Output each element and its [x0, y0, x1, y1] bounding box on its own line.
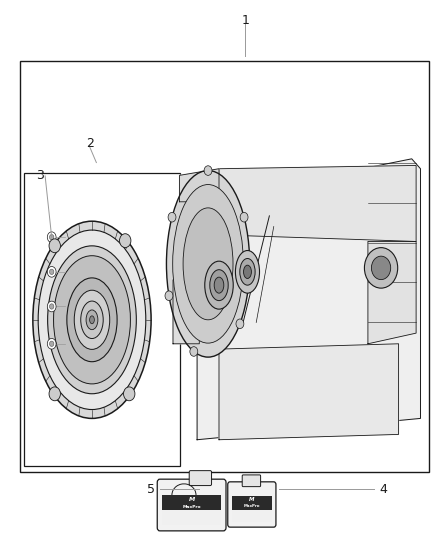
- Ellipse shape: [86, 310, 98, 329]
- Ellipse shape: [214, 277, 224, 293]
- Circle shape: [47, 301, 56, 312]
- Ellipse shape: [205, 261, 233, 309]
- Circle shape: [165, 291, 173, 301]
- Bar: [162, 510, 221, 525]
- Circle shape: [168, 212, 176, 222]
- Polygon shape: [180, 169, 219, 202]
- Bar: [232, 496, 272, 512]
- Circle shape: [204, 166, 212, 175]
- Text: 4: 4: [379, 483, 387, 496]
- Circle shape: [49, 341, 54, 346]
- Circle shape: [124, 387, 135, 401]
- Circle shape: [49, 387, 60, 401]
- FancyBboxPatch shape: [242, 475, 261, 487]
- Bar: [162, 495, 221, 512]
- Circle shape: [371, 256, 391, 280]
- FancyBboxPatch shape: [157, 479, 226, 531]
- Ellipse shape: [33, 221, 151, 418]
- Ellipse shape: [210, 270, 228, 301]
- Ellipse shape: [67, 278, 117, 362]
- Polygon shape: [368, 241, 416, 344]
- Ellipse shape: [48, 246, 136, 394]
- Polygon shape: [219, 344, 399, 440]
- Ellipse shape: [244, 265, 251, 278]
- Text: MaxPro: MaxPro: [182, 505, 201, 509]
- Ellipse shape: [81, 301, 103, 338]
- Text: 2: 2: [86, 138, 94, 150]
- Ellipse shape: [183, 208, 233, 320]
- Polygon shape: [197, 159, 420, 440]
- Circle shape: [49, 235, 54, 240]
- Ellipse shape: [235, 251, 259, 293]
- Circle shape: [47, 232, 56, 243]
- Circle shape: [47, 266, 56, 277]
- Circle shape: [120, 233, 131, 247]
- Text: 1: 1: [241, 14, 249, 27]
- Text: 3: 3: [36, 169, 44, 182]
- Polygon shape: [173, 269, 199, 344]
- Text: MaxPro: MaxPro: [244, 504, 260, 508]
- Ellipse shape: [53, 256, 131, 384]
- Circle shape: [236, 319, 244, 328]
- Circle shape: [240, 212, 248, 222]
- Polygon shape: [219, 165, 416, 241]
- Circle shape: [190, 346, 198, 356]
- Ellipse shape: [90, 316, 94, 324]
- Bar: [232, 511, 272, 522]
- FancyBboxPatch shape: [228, 482, 276, 527]
- Circle shape: [49, 239, 60, 253]
- Circle shape: [47, 338, 56, 349]
- Circle shape: [49, 269, 54, 274]
- Circle shape: [49, 304, 54, 309]
- FancyBboxPatch shape: [189, 471, 212, 486]
- Ellipse shape: [240, 259, 255, 285]
- Circle shape: [364, 248, 398, 288]
- Text: 5: 5: [147, 483, 155, 496]
- Ellipse shape: [38, 230, 146, 409]
- Text: M: M: [249, 497, 254, 502]
- Bar: [24, 173, 180, 466]
- Ellipse shape: [166, 171, 250, 357]
- Ellipse shape: [74, 290, 110, 350]
- Ellipse shape: [173, 184, 244, 343]
- Bar: [20, 61, 429, 472]
- Text: M: M: [188, 497, 195, 502]
